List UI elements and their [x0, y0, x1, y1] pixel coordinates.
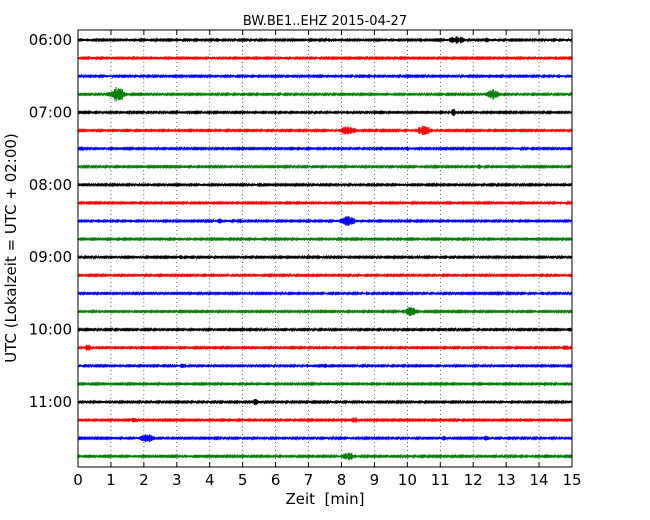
- x-tick-label: 9: [370, 471, 380, 489]
- x-axis-ticks: 0 1 2 3 4 5 6 7 8 9 10 11 12 13 14 15: [73, 30, 582, 489]
- y-tick-label: 09:00: [29, 248, 72, 266]
- y-tick-label: 11:00: [29, 393, 72, 411]
- vertical-grid: [110, 30, 540, 467]
- x-tick-label: 2: [139, 471, 149, 489]
- x-tick-label: 15: [562, 471, 581, 489]
- x-tick-label: 8: [337, 471, 347, 489]
- y-axis-label: UTC (Lokalzeit = UTC + 02:00): [2, 133, 20, 363]
- x-tick-label: 5: [238, 471, 248, 489]
- plot-frame: [77, 29, 573, 468]
- x-tick-label: 1: [106, 471, 116, 489]
- x-tick-label: 14: [530, 471, 549, 489]
- y-tick-label: 10:00: [29, 321, 72, 339]
- y-tick-label: 08:00: [29, 176, 72, 194]
- x-axis-label: Zeit [min]: [285, 490, 364, 508]
- x-tick-label: 6: [271, 471, 281, 489]
- y-tick-label: 06:00: [29, 31, 72, 49]
- x-tick-label: 4: [205, 471, 215, 489]
- x-tick-label: 11: [431, 471, 450, 489]
- x-tick-label: 12: [464, 471, 483, 489]
- x-tick-label: 0: [73, 471, 83, 489]
- x-tick-label: 7: [304, 471, 314, 489]
- y-axis-ticks: 06:00 07:00 08:00 09:00 10:00 11:00: [29, 31, 572, 411]
- x-tick-label: 13: [497, 471, 516, 489]
- chart-title: BW.BE1..EHZ 2015-04-27: [243, 14, 407, 29]
- x-tick-label: 10: [398, 471, 417, 489]
- y-tick-label: 07:00: [29, 103, 72, 121]
- x-tick-label: 3: [172, 471, 182, 489]
- trace-group: [77, 36, 573, 460]
